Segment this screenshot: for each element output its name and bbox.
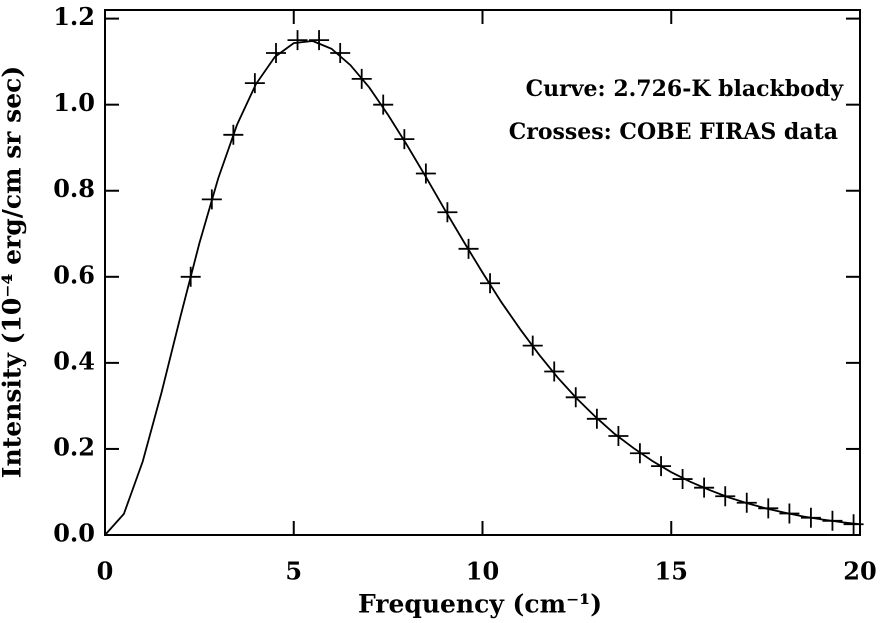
data-cross (373, 94, 394, 115)
data-cross (223, 124, 244, 145)
data-cross (544, 361, 565, 382)
data-cross (480, 273, 501, 294)
x-tick-label: 0 (97, 557, 114, 586)
data-cross (287, 30, 308, 51)
data-cross (800, 507, 821, 528)
y-tick-label: 0.2 (53, 432, 95, 461)
annotation: Curve: 2.726-K blackbody (526, 76, 845, 102)
data-cross (758, 498, 779, 519)
data-cross (522, 335, 543, 356)
x-tick-label: 15 (655, 557, 688, 586)
data-cross (651, 456, 672, 477)
data-cross (608, 426, 629, 447)
x-tick-label: 20 (843, 557, 876, 586)
data-cross (694, 477, 715, 498)
data-cross (437, 202, 458, 223)
data-cross (672, 469, 693, 490)
data-cross (822, 510, 843, 531)
data-cross (201, 189, 222, 210)
x-tick-label: 5 (285, 557, 302, 586)
y-tick-label: 1.2 (53, 2, 95, 31)
blackbody-curve (104, 40, 861, 536)
x-tick-label: 10 (466, 557, 499, 586)
data-cross (351, 68, 372, 89)
data-cross (779, 503, 800, 524)
data-cross (629, 443, 650, 464)
data-cross (244, 73, 265, 94)
data-cross (309, 30, 330, 51)
data-cross (715, 486, 736, 507)
x-axis-label: Frequency (cm⁻¹) (358, 590, 602, 619)
data-cross (180, 266, 201, 287)
y-tick-label: 0.4 (53, 346, 95, 375)
data-cross (586, 408, 607, 429)
y-tick-label: 1.0 (53, 88, 95, 117)
data-cross (736, 492, 757, 513)
data-cross (843, 514, 864, 535)
annotation: Crosses: COBE FIRAS data (509, 119, 838, 145)
y-tick-label: 0.8 (53, 174, 95, 203)
y-axis-label: Intensity (10⁻⁴ erg/cm sr sec) (0, 66, 27, 478)
y-tick-label: 0.6 (53, 260, 95, 289)
data-cross (458, 238, 479, 259)
data-cross (330, 43, 351, 64)
data-cross (415, 163, 436, 184)
y-tick-label: 0.0 (53, 519, 95, 548)
data-cross (266, 43, 287, 64)
data-cross (565, 387, 586, 408)
data-cross (394, 129, 415, 150)
